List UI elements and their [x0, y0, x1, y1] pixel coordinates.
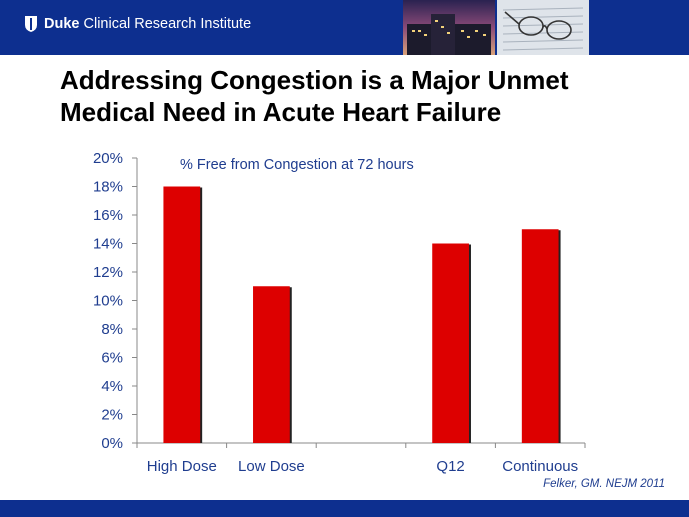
slide-title: Addressing Congestion is a Major Unmet M…	[60, 64, 660, 128]
slide-title-line-1: Addressing Congestion is a Major Unmet	[60, 65, 569, 95]
brand-bold: Duke	[44, 16, 80, 32]
y-tick-label: 8%	[101, 321, 123, 338]
y-tick-label: 10%	[93, 293, 123, 310]
bar-chart: 0% 2% 4% 6% 8% 10% 12% 14% 16% 18% 20% High Dose Low…	[93, 150, 586, 475]
y-tick-label: 0%	[101, 435, 123, 452]
bar	[521, 229, 559, 443]
y-tick-label: 14%	[93, 236, 123, 253]
y-tick-label: 12%	[93, 264, 123, 281]
y-tick-label: 20%	[93, 150, 123, 167]
y-tick-label: 6%	[101, 350, 123, 367]
duke-shield-icon	[25, 16, 37, 32]
x-tick-label: Q12	[436, 458, 464, 475]
bar	[163, 186, 201, 443]
glasses-photo	[497, 0, 589, 55]
slide-title-line-2: Medical Need in Acute Heart Failure	[60, 97, 502, 127]
x-tick-label: Continuous	[502, 458, 578, 475]
duke-logo: Duke Clinical Research Institute	[24, 15, 251, 33]
bar	[253, 286, 290, 443]
x-tick-label: High Dose	[147, 458, 217, 475]
y-tick-label: 2%	[101, 407, 123, 424]
x-tick-label: Low Dose	[238, 458, 305, 475]
bar	[432, 243, 469, 443]
y-tick-label: 4%	[101, 378, 123, 395]
y-tick-label: 18%	[93, 179, 123, 196]
header-bar: Duke Clinical Research Institute	[0, 0, 689, 55]
footer-bar	[0, 500, 689, 517]
chart-title: % Free from Congestion at 72 hours	[180, 157, 414, 173]
brand-name: Clinical Research Institute	[83, 16, 252, 32]
citation: Felker, GM. NEJM 2011	[543, 478, 665, 490]
y-tick-label: 16%	[93, 207, 123, 224]
hospital-photo	[403, 0, 495, 55]
